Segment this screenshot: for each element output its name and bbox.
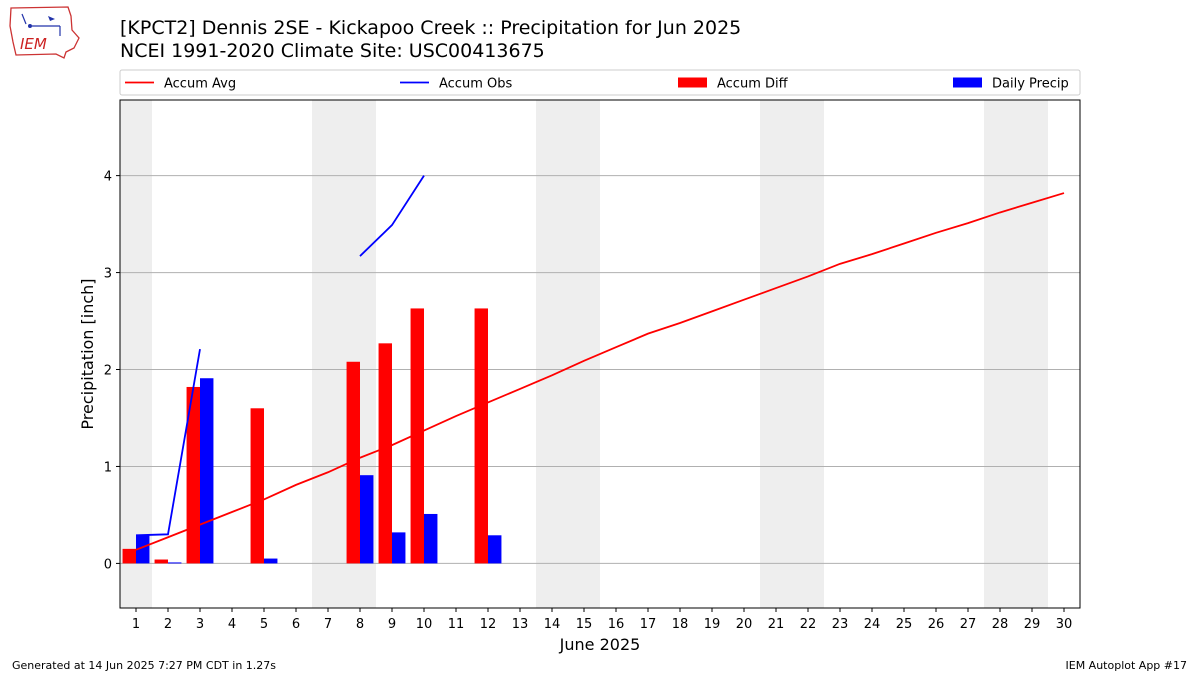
x-tick-label: 6 [292, 617, 300, 632]
x-tick-label: 10 [416, 617, 433, 632]
y-tick-label: 3 [104, 267, 112, 282]
y-tick-label: 1 [104, 460, 112, 475]
x-tick-label: 5 [260, 617, 268, 632]
x-tick-label: 8 [356, 617, 364, 632]
x-tick-label: 13 [512, 617, 529, 632]
daily-precip-bar [488, 535, 502, 564]
accum-diff-bar [154, 559, 168, 564]
plot-frame [119, 99, 1081, 609]
x-tick-label: 24 [864, 617, 881, 632]
weekend-band [984, 100, 1048, 608]
bars [122, 308, 502, 564]
x-tick-label: 29 [1024, 617, 1041, 632]
app-footnote: IEM Autoplot App #17 [1065, 659, 1188, 672]
x-tick-label: 7 [324, 617, 332, 632]
weekend-band [760, 100, 824, 608]
legend-box [119, 69, 1081, 96]
daily-precip-bar [168, 562, 182, 564]
x-tick-label: 30 [1056, 617, 1073, 632]
legend-accum-diff-label: Accum Diff [717, 77, 789, 92]
accum-diff-bar [122, 548, 136, 564]
weekend-band [120, 100, 152, 608]
gridlines [120, 175, 1080, 564]
daily-precip-bar [264, 558, 278, 564]
x-tick-label: 1 [132, 617, 140, 632]
accum-diff-bar [378, 343, 392, 564]
legend-accum-obs-label: Accum Obs [439, 77, 512, 92]
x-tick-label: 20 [736, 617, 753, 632]
x-tick-label: 2 [164, 617, 172, 632]
x-tick-label: 25 [896, 617, 913, 632]
accum-diff-bar [346, 361, 360, 564]
daily-precip-bar [360, 475, 374, 564]
accum-avg-line [135, 192, 1065, 551]
x-tick-label: 15 [576, 617, 593, 632]
lines [135, 175, 1065, 551]
x-tick-label: 12 [480, 617, 497, 632]
x-tick-label: 23 [832, 617, 849, 632]
x-tick-label: 21 [768, 617, 785, 632]
x-tick-label: 27 [960, 617, 977, 632]
daily-precip-bar [424, 513, 438, 564]
daily-precip-bar [136, 535, 150, 564]
accum-diff-bar [474, 308, 488, 564]
accum-diff-bar [410, 308, 424, 564]
x-tick-label: 16 [608, 617, 625, 632]
x-tick-label: 22 [800, 617, 817, 632]
x-tick-label: 28 [992, 617, 1009, 632]
chart-title: [KPCT2] Dennis 2SE - Kickapoo Creek :: P… [120, 17, 742, 39]
accum-diff-bar [186, 386, 200, 564]
x-tick-label: 26 [928, 617, 945, 632]
iem-logo: IEM [9, 6, 80, 59]
y-tick-label: 4 [104, 170, 112, 185]
x-tick-label: 9 [388, 617, 396, 632]
x-tick-label: 3 [196, 617, 204, 632]
x-tick-label: 4 [228, 617, 236, 632]
x-tick-label: 17 [640, 617, 657, 632]
x-tick-label: 14 [544, 617, 561, 632]
legend-accum-avg-label: Accum Avg [164, 77, 236, 92]
legend: Accum Avg Accum Obs Accum Diff Daily Precip [119, 69, 1081, 96]
chart-subtitle: NCEI 1991-2020 Climate Site: USC00413675 [120, 40, 545, 62]
x-axis-label: June 2025 [559, 635, 641, 654]
daily-precip-bar [392, 532, 406, 564]
weekend-shading [120, 100, 1048, 608]
legend-daily-precip-label: Daily Precip [992, 77, 1069, 92]
y-tick-label: 2 [104, 364, 112, 379]
daily-precip-bar [200, 378, 214, 564]
x-tick-label: 19 [704, 617, 721, 632]
y-tick-label: 0 [104, 557, 112, 572]
legend-daily-precip-swatch [953, 77, 982, 88]
x-tick-label: 11 [448, 617, 465, 632]
generated-footnote: Generated at 14 Jun 2025 7:27 PM CDT in … [12, 659, 277, 672]
accum-diff-bar [250, 408, 264, 564]
accum-obs-line [359, 175, 425, 257]
weekend-band [536, 100, 600, 608]
x-tick-label: 18 [672, 617, 689, 632]
accum-obs-line [135, 348, 201, 537]
logo-text: IEM [20, 35, 47, 53]
y-axis-label: Precipitation [inch] [78, 278, 97, 429]
legend-accum-diff-swatch [678, 77, 707, 88]
